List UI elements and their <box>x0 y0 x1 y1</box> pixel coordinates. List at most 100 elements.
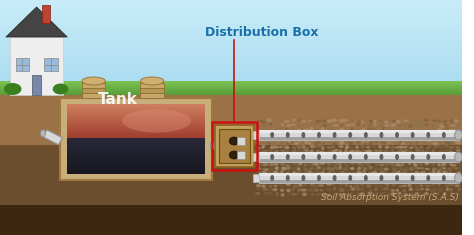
Ellipse shape <box>365 184 371 188</box>
Ellipse shape <box>274 125 278 127</box>
Ellipse shape <box>439 146 444 149</box>
Ellipse shape <box>350 150 355 153</box>
Ellipse shape <box>439 150 445 152</box>
Ellipse shape <box>267 129 273 132</box>
Ellipse shape <box>427 141 431 143</box>
Ellipse shape <box>406 134 412 136</box>
Ellipse shape <box>384 145 390 149</box>
Ellipse shape <box>348 151 353 153</box>
Bar <box>16 58 29 71</box>
Ellipse shape <box>431 175 437 178</box>
Bar <box>0 145 463 205</box>
Ellipse shape <box>287 192 291 195</box>
Ellipse shape <box>419 120 425 124</box>
Ellipse shape <box>442 133 447 136</box>
Ellipse shape <box>297 146 303 149</box>
Ellipse shape <box>404 170 407 173</box>
Ellipse shape <box>438 141 442 143</box>
Ellipse shape <box>457 141 461 144</box>
Ellipse shape <box>298 162 302 165</box>
Ellipse shape <box>391 146 396 149</box>
Bar <box>0 65 463 67</box>
Ellipse shape <box>427 158 430 161</box>
Ellipse shape <box>412 132 417 136</box>
Ellipse shape <box>268 168 274 171</box>
Ellipse shape <box>369 119 374 123</box>
Ellipse shape <box>270 175 274 181</box>
Ellipse shape <box>449 146 453 149</box>
Polygon shape <box>6 7 67 37</box>
Ellipse shape <box>450 180 454 182</box>
Ellipse shape <box>270 145 273 148</box>
Ellipse shape <box>333 154 337 160</box>
Ellipse shape <box>414 171 419 175</box>
Bar <box>67 120 205 122</box>
Ellipse shape <box>325 155 330 159</box>
Ellipse shape <box>356 123 360 126</box>
Ellipse shape <box>350 162 354 165</box>
Bar <box>0 61 463 63</box>
Ellipse shape <box>351 180 356 184</box>
Bar <box>258 173 458 176</box>
Ellipse shape <box>444 145 449 148</box>
Ellipse shape <box>448 149 452 153</box>
Ellipse shape <box>378 185 383 188</box>
Ellipse shape <box>390 173 395 175</box>
Ellipse shape <box>325 194 331 196</box>
Bar <box>67 105 205 107</box>
Ellipse shape <box>442 155 448 157</box>
Bar <box>67 103 205 106</box>
Ellipse shape <box>270 167 273 169</box>
Ellipse shape <box>450 151 453 153</box>
Bar <box>10 37 64 95</box>
Ellipse shape <box>338 145 343 148</box>
Ellipse shape <box>409 172 413 175</box>
Ellipse shape <box>433 145 438 149</box>
Ellipse shape <box>426 147 431 149</box>
Ellipse shape <box>378 145 382 149</box>
Ellipse shape <box>421 167 424 170</box>
Bar <box>0 15 463 17</box>
Ellipse shape <box>444 175 449 178</box>
Ellipse shape <box>296 154 301 157</box>
Ellipse shape <box>431 184 435 187</box>
Bar <box>82 83 105 88</box>
Ellipse shape <box>366 163 371 167</box>
Ellipse shape <box>345 184 348 187</box>
Ellipse shape <box>363 162 367 164</box>
Ellipse shape <box>442 154 446 160</box>
Ellipse shape <box>363 132 366 135</box>
Ellipse shape <box>384 172 389 175</box>
Ellipse shape <box>446 127 449 130</box>
Ellipse shape <box>350 131 354 135</box>
Bar <box>67 137 205 139</box>
Bar <box>67 152 205 154</box>
Ellipse shape <box>456 145 460 149</box>
Ellipse shape <box>413 142 418 145</box>
Ellipse shape <box>392 184 395 186</box>
Bar <box>82 93 105 98</box>
Ellipse shape <box>270 154 274 160</box>
Ellipse shape <box>304 141 308 144</box>
Ellipse shape <box>408 124 413 128</box>
Ellipse shape <box>301 136 306 139</box>
Ellipse shape <box>404 175 409 179</box>
Ellipse shape <box>333 131 338 135</box>
Ellipse shape <box>444 158 448 162</box>
Ellipse shape <box>309 145 313 148</box>
Ellipse shape <box>367 150 372 153</box>
Ellipse shape <box>269 187 273 191</box>
Ellipse shape <box>366 132 372 135</box>
Ellipse shape <box>275 150 278 153</box>
Ellipse shape <box>334 149 338 152</box>
Ellipse shape <box>282 149 285 153</box>
Ellipse shape <box>267 118 272 122</box>
Ellipse shape <box>284 120 290 123</box>
Ellipse shape <box>340 159 344 161</box>
Bar <box>0 40 463 42</box>
Bar <box>67 122 205 124</box>
Ellipse shape <box>364 160 367 162</box>
Ellipse shape <box>272 145 277 149</box>
Bar <box>67 114 205 116</box>
Bar <box>210 142 244 149</box>
